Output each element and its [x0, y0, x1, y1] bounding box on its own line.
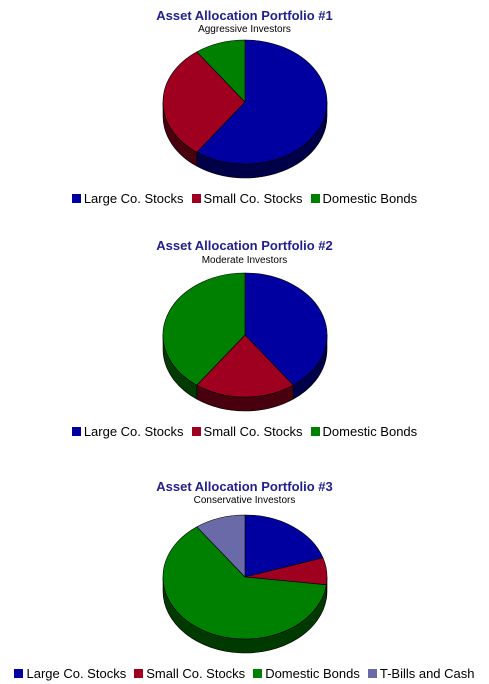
- legend-label: Small Co. Stocks: [146, 665, 246, 681]
- pie-slice-domestic-bonds: [162, 272, 246, 386]
- pie-chart: [162, 39, 328, 179]
- pie-slice-large-co-stocks: [196, 39, 328, 165]
- legend-swatch: [14, 668, 24, 678]
- legend-label: Domestic Bonds: [322, 190, 418, 206]
- legend-label: Small Co. Stocks: [203, 423, 303, 439]
- pie-slice-small-co-stocks: [162, 51, 246, 153]
- legend-swatch: [367, 668, 377, 678]
- legend-label: Large Co. Stocks: [83, 423, 184, 439]
- legend-item-domestic-bonds: Domestic Bonds: [310, 423, 418, 439]
- chart-legend: Large Co. Stocks Small Co. Stocks Domestic…: [0, 190, 489, 206]
- pie-slice-domestic-bonds: [162, 526, 327, 640]
- chart-subtitle: Aggressive Investors: [198, 24, 291, 35]
- legend-item-domestic-bonds: Domestic Bonds: [253, 666, 360, 681]
- legend-item-small-co-stocks: Small Co. Stocks: [191, 423, 303, 439]
- pie-chart: [162, 272, 328, 412]
- legend-swatch: [134, 668, 144, 678]
- legend-label: Domestic Bonds: [265, 665, 360, 681]
- legend-item-domestic-bonds: Domestic Bonds: [310, 190, 418, 206]
- legend-swatch: [310, 193, 320, 203]
- chart-legend: Large Co. Stocks Small Co. Stocks Domestic…: [0, 665, 489, 681]
- legend-item-large-co-stocks: Large Co. Stocks: [71, 423, 184, 439]
- legend-swatch: [71, 426, 81, 436]
- chart-subtitle: Moderate Investors: [201, 255, 288, 266]
- chart-legend: Large Co. Stocks Small Co. Stocks Domestic…: [0, 423, 489, 439]
- legend-label: Large Co. Stocks: [26, 665, 127, 681]
- legend-item-small-co-stocks: Small Co. Stocks: [134, 666, 245, 681]
- legend-label: Small Co. Stocks: [203, 190, 303, 206]
- legend-item-t-bills-and-cash: T-Bills and Cash: [367, 665, 475, 681]
- pie-slice-domestic-bonds: [196, 39, 246, 103]
- chart-title: Asset Allocation Portfolio #2: [156, 238, 333, 253]
- legend-swatch: [310, 426, 320, 436]
- legend-item-small-co-stocks: Small Co. Stocks: [191, 190, 303, 206]
- pie-slice-t-bills-and-cash: [196, 514, 246, 578]
- legend-swatch: [191, 193, 201, 203]
- legend-item-large-co-stocks: Large Co. Stocks: [14, 666, 126, 681]
- pie-slice-large-co-stocks: [244, 272, 328, 386]
- legend-label: Large Co. Stocks: [83, 190, 184, 206]
- legend-label: Domestic Bonds: [322, 423, 418, 439]
- legend-swatch: [71, 193, 81, 203]
- legend-swatch: [191, 426, 201, 436]
- chart-title: Asset Allocation Portfolio #3: [156, 479, 333, 494]
- legend-label: T-Bills and Cash: [379, 665, 475, 681]
- pie-slice-small-co-stocks: [196, 334, 294, 398]
- pie-chart: [162, 514, 328, 654]
- chart-title: Asset Allocation Portfolio #1: [156, 8, 333, 23]
- chart-subtitle: Conservative Investors: [193, 495, 296, 506]
- legend-swatch: [253, 668, 263, 678]
- legend-item-large-co-stocks: Large Co. Stocks: [71, 190, 184, 206]
- pie-slice-large-co-stocks: [244, 514, 324, 578]
